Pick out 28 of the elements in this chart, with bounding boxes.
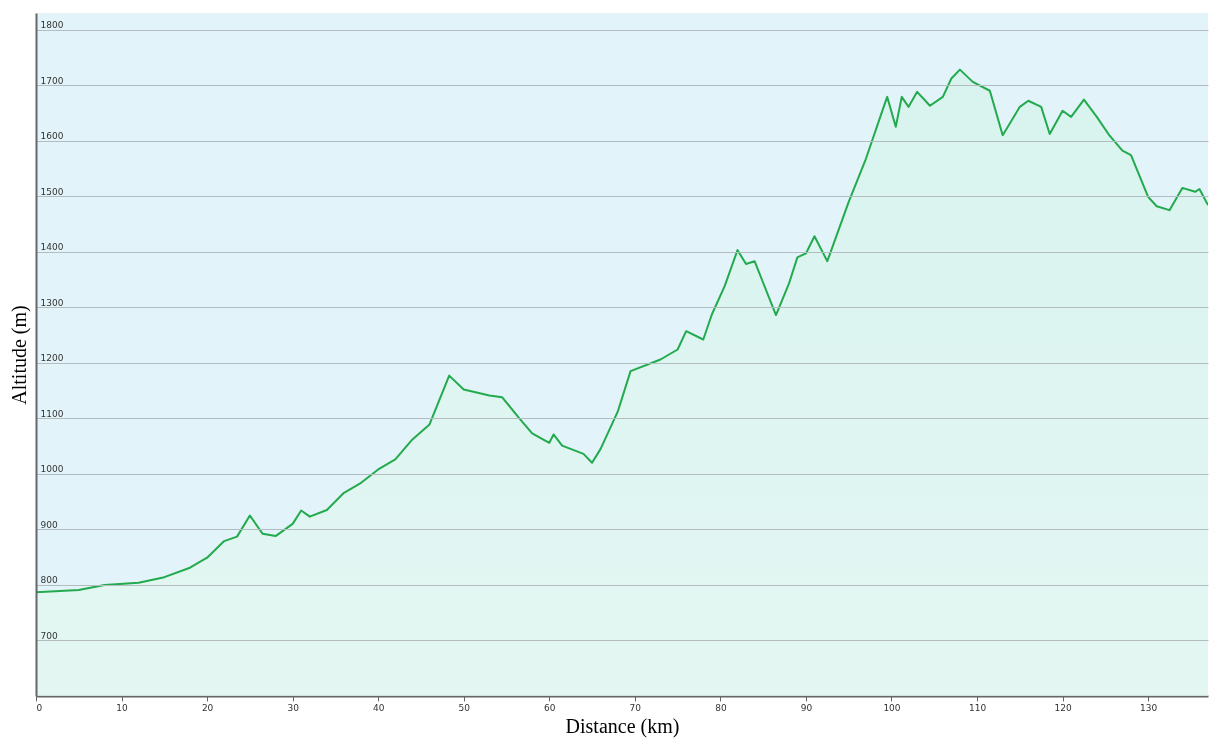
y-tick-label: 1300 bbox=[40, 297, 64, 308]
x-tick-label: 20 bbox=[201, 702, 214, 713]
y-tick-label: 700 bbox=[40, 630, 58, 641]
x-tick-label: 90 bbox=[800, 702, 813, 713]
y-tick-label: 1500 bbox=[40, 186, 64, 197]
x-tick-label: 70 bbox=[629, 702, 642, 713]
x-tick-label: 60 bbox=[544, 702, 556, 713]
x-tick-label: 110 bbox=[968, 702, 987, 713]
y-tick-label: 900 bbox=[40, 519, 58, 530]
y-tick-label: 1700 bbox=[40, 75, 64, 86]
x-tick-label: 100 bbox=[883, 702, 901, 713]
x-tick-label: 80 bbox=[715, 702, 727, 713]
x-tick-label: 40 bbox=[372, 702, 385, 713]
y-tick-label: 800 bbox=[40, 575, 58, 586]
y-tick-label: 1000 bbox=[40, 464, 64, 475]
x-tick-label: 120 bbox=[1054, 702, 1072, 713]
y-tick-label: 1100 bbox=[40, 408, 64, 419]
y-tick-label: 1400 bbox=[40, 242, 64, 253]
y-tick-label: 1800 bbox=[40, 20, 64, 31]
x-tick-label: 50 bbox=[458, 702, 471, 713]
y-tick-label: 1600 bbox=[40, 131, 64, 142]
y-tick-label: 1200 bbox=[40, 353, 64, 364]
x-axis-title: Distance (km) bbox=[565, 714, 680, 738]
x-tick-label: 130 bbox=[1140, 702, 1158, 713]
x-tick-label: 30 bbox=[287, 702, 300, 713]
x-tick-label: 10 bbox=[116, 702, 129, 713]
x-tick-label: 0 bbox=[36, 702, 43, 713]
y-axis-title: Altitude (m) bbox=[8, 305, 31, 405]
